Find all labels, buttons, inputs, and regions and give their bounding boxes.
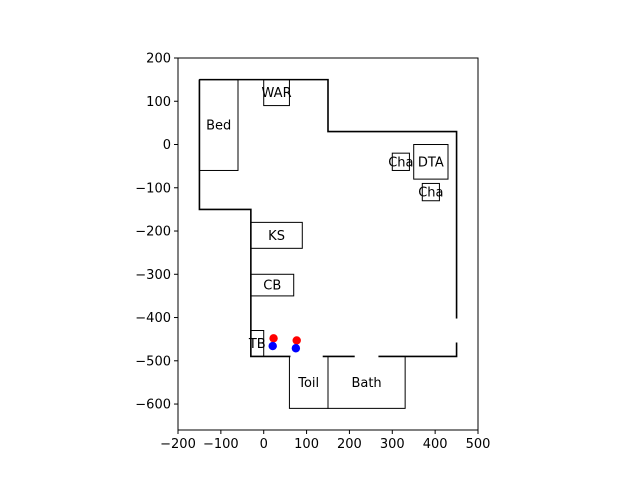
data-point-1-1 [291, 344, 301, 353]
furniture-label: CB [263, 279, 281, 294]
furniture-layer: Bed WAR DTA Cha Cha KS CB TB Toil Bath [198, 79, 449, 409]
y-axis: 200 100 0 −100 −200 −300 −400 −500 −600 [135, 52, 178, 413]
y-tick-label: −600 [135, 398, 171, 413]
points-layer [268, 334, 301, 353]
y-tick-label: 200 [146, 52, 171, 67]
furniture-label: Bath [351, 376, 381, 391]
x-tick-label: 500 [466, 437, 491, 452]
y-tick-label: −300 [135, 268, 171, 283]
x-tick-label: 300 [380, 437, 405, 452]
openings-layer [290, 318, 459, 358]
y-tick-label: −100 [135, 181, 171, 196]
x-axis: −200 −100 0 100 200 300 400 500 [160, 430, 490, 452]
room-walls [198, 78, 458, 358]
data-point-0-1 [292, 336, 301, 345]
x-tick-label: −200 [160, 437, 196, 452]
furniture-label: WAR [262, 86, 292, 101]
furniture-label: Cha [388, 155, 413, 170]
furniture-label: KS [268, 229, 285, 244]
y-tick-label: −400 [135, 311, 171, 326]
data-point-1-0 [268, 341, 277, 351]
y-tick-label: −200 [135, 225, 171, 240]
walls-layer [198, 78, 458, 358]
furniture-label: Cha [418, 186, 443, 201]
x-tick-label: 0 [260, 437, 268, 452]
axes-frame [177, 57, 479, 431]
furniture-label: Bed [206, 119, 231, 134]
x-tick-label: 100 [294, 437, 319, 452]
x-tick-label: −100 [203, 437, 239, 452]
furniture-dta-2 [413, 144, 449, 180]
furniture-cha-4 [421, 182, 440, 202]
x-tick-label: 400 [423, 437, 448, 452]
x-tick-label: 200 [337, 437, 362, 452]
furniture-label: DTA [418, 155, 444, 170]
y-tick-label: 0 [163, 138, 171, 153]
furniture-label: TB [248, 337, 266, 352]
y-tick-label: −500 [135, 354, 171, 369]
furniture-label: Toil [297, 376, 319, 391]
data-point-0-0 [269, 334, 278, 343]
furniture-cha-3 [391, 152, 410, 171]
y-tick-label: 100 [146, 95, 171, 110]
